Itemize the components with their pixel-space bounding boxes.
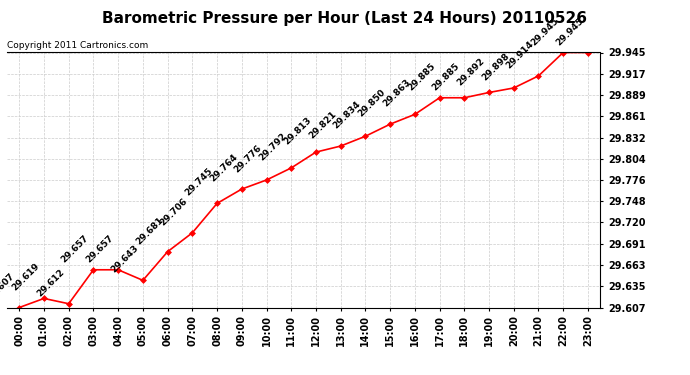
Text: 29.892: 29.892 bbox=[455, 56, 486, 87]
Text: 29.813: 29.813 bbox=[282, 116, 313, 147]
Text: 29.619: 29.619 bbox=[10, 262, 41, 293]
Text: 29.898: 29.898 bbox=[480, 51, 511, 82]
Text: Copyright 2011 Cartronics.com: Copyright 2011 Cartronics.com bbox=[7, 41, 148, 50]
Text: 29.792: 29.792 bbox=[257, 131, 288, 162]
Text: 29.863: 29.863 bbox=[381, 78, 412, 109]
Text: 29.607: 29.607 bbox=[0, 271, 17, 302]
Text: 29.914: 29.914 bbox=[504, 39, 535, 70]
Text: 29.821: 29.821 bbox=[307, 110, 338, 141]
Text: 29.834: 29.834 bbox=[332, 100, 363, 130]
Text: 29.776: 29.776 bbox=[233, 143, 264, 174]
Text: 29.657: 29.657 bbox=[84, 233, 115, 264]
Text: 29.612: 29.612 bbox=[35, 267, 66, 298]
Text: 29.945: 29.945 bbox=[554, 16, 585, 47]
Text: 29.681: 29.681 bbox=[134, 215, 165, 246]
Text: Barometric Pressure per Hour (Last 24 Hours) 20110526: Barometric Pressure per Hour (Last 24 Ho… bbox=[103, 11, 587, 26]
Text: 29.945: 29.945 bbox=[529, 16, 560, 47]
Text: 29.885: 29.885 bbox=[431, 61, 462, 92]
Text: 29.706: 29.706 bbox=[159, 196, 190, 227]
Text: 29.764: 29.764 bbox=[208, 152, 239, 183]
Text: 29.850: 29.850 bbox=[357, 88, 387, 118]
Text: 29.643: 29.643 bbox=[109, 244, 140, 275]
Text: 29.745: 29.745 bbox=[183, 167, 215, 198]
Text: 29.885: 29.885 bbox=[406, 61, 437, 92]
Text: 29.657: 29.657 bbox=[59, 233, 90, 264]
